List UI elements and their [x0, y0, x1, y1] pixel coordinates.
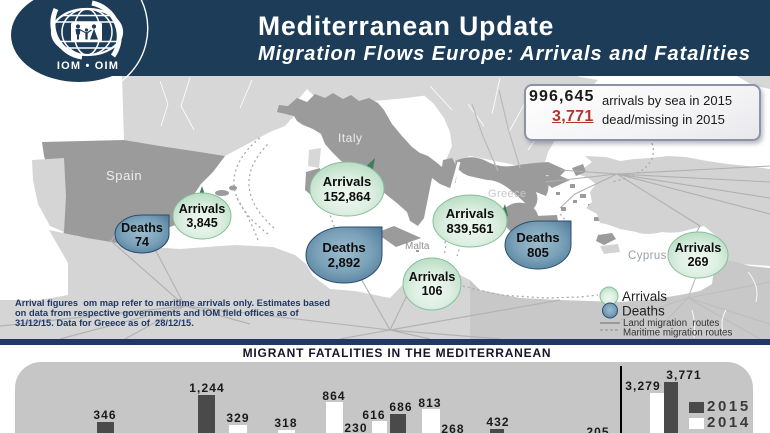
svg-text:106: 106 [422, 284, 443, 298]
svg-text:Deaths: Deaths [516, 230, 559, 245]
svg-text:839,561: 839,561 [447, 221, 494, 236]
svg-text:Italy: Italy [338, 131, 363, 145]
svg-text:Arrivals: Arrivals [446, 206, 494, 221]
svg-text:IOM • OIM: IOM • OIM [57, 60, 119, 72]
svg-text:74: 74 [135, 235, 149, 249]
svg-text:Maritime migration routes: Maritime migration routes [623, 328, 732, 339]
svg-text:3,845: 3,845 [186, 216, 217, 230]
svg-text:Arrivals: Arrivals [622, 289, 667, 304]
svg-text:Arrivals: Arrivals [179, 202, 226, 216]
svg-text:Cyprus: Cyprus [628, 250, 667, 262]
svg-text:Deaths: Deaths [121, 221, 163, 235]
svg-text:Malta: Malta [405, 241, 430, 252]
svg-text:2,892: 2,892 [328, 255, 361, 270]
svg-text:Arrivals: Arrivals [409, 270, 456, 284]
svg-text:Spain: Spain [106, 168, 142, 183]
svg-text:Deaths: Deaths [322, 240, 365, 255]
svg-text:Arrivals: Arrivals [675, 241, 722, 255]
svg-text:Arrivals: Arrivals [323, 174, 371, 189]
svg-text:152,864: 152,864 [324, 189, 372, 204]
svg-text:805: 805 [527, 245, 549, 260]
svg-text:Greece: Greece [488, 188, 526, 200]
svg-text:Land migration routes: Land migration routes [623, 318, 720, 329]
svg-text:269: 269 [688, 255, 709, 269]
svg-text:Deaths: Deaths [622, 304, 665, 319]
